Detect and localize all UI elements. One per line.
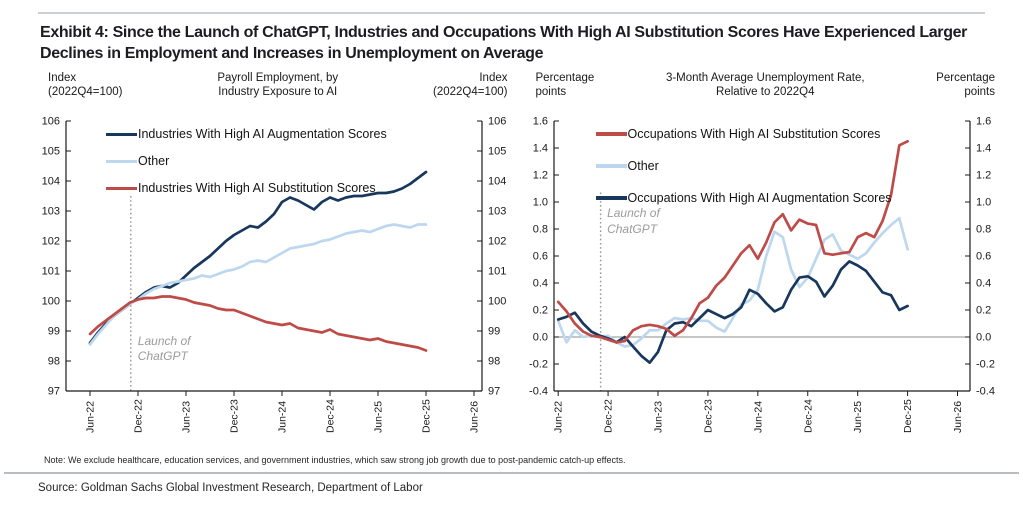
right-chart-title: 3-Month Average Unemployment Rate, Relat… (665, 71, 865, 99)
svg-text:97: 97 (48, 385, 60, 397)
svg-text:104: 104 (488, 175, 506, 187)
svg-text:97: 97 (488, 385, 500, 397)
svg-text:1.4: 1.4 (532, 142, 547, 154)
right-panel-header: Percentage points 3-Month Average Unempl… (518, 69, 1006, 111)
svg-text:Jun-22: Jun-22 (85, 401, 97, 433)
right-chart-right-axis-unit-label: Percentage points (936, 71, 995, 99)
svg-text:102: 102 (42, 235, 60, 247)
svg-text:Jun-26: Jun-26 (952, 401, 964, 433)
svg-text:1.2: 1.2 (532, 169, 547, 181)
svg-text:0.2: 0.2 (976, 304, 991, 316)
left-chart-right-axis-unit-label: Index (2022Q4=100) (433, 71, 508, 99)
footnote: Note: We exclude healthcare, education s… (44, 454, 626, 465)
svg-text:106: 106 (42, 115, 60, 127)
svg-text:Dec-25: Dec-25 (902, 399, 914, 433)
svg-text:Jun-23: Jun-23 (181, 401, 193, 433)
svg-text:103: 103 (42, 205, 60, 217)
exhibit-title: Exhibit 4: Since the Launch of ChatGPT, … (40, 24, 968, 63)
unemployment-rate-chart: -0.4 -0.4 -0.2 -0.2 0.0 0.0 0.2 0.2 0.4 0.4 0.6 0.6… (529, 115, 995, 433)
svg-text:-0.4: -0.4 (529, 385, 548, 397)
svg-text:100: 100 (488, 295, 506, 307)
svg-text:0.4: 0.4 (976, 277, 991, 289)
unemployment-rate-plot: -0.4 -0.4 -0.2 -0.2 0.0 0.0 0.2 0.2 0.4 0.4 0.6 0.6… (526, 111, 998, 451)
svg-text:0.2: 0.2 (532, 304, 547, 316)
svg-text:98: 98 (48, 355, 60, 367)
svg-text:106: 106 (488, 115, 506, 127)
svg-text:1.2: 1.2 (976, 169, 991, 181)
svg-text:Jun-25: Jun-25 (852, 401, 864, 433)
svg-text:Dec-24: Dec-24 (802, 399, 814, 433)
svg-text:0.0: 0.0 (976, 331, 991, 343)
left-panel-header: Index (2022Q4=100) Payroll Employment, b… (30, 69, 518, 111)
payroll-employment-chart: 97 97 98 98 99 99 100 100 101 101 102 102 103 103 104 1… (42, 115, 507, 433)
left-chart-title: Payroll Employment, by Industry Exposure… (217, 71, 339, 99)
svg-text:105: 105 (42, 145, 60, 157)
svg-text:Dec-22: Dec-22 (133, 399, 145, 433)
svg-text:105: 105 (488, 145, 506, 157)
svg-text:Dec-24: Dec-24 (325, 399, 337, 433)
svg-text:Dec-25: Dec-25 (421, 399, 433, 433)
svg-text:98: 98 (488, 355, 500, 367)
svg-text:Jun-26: Jun-26 (469, 401, 481, 433)
svg-text:99: 99 (488, 325, 500, 337)
unemployment-rate-panel: Percentage points 3-Month Average Unempl… (518, 69, 1006, 451)
svg-text:102: 102 (488, 235, 506, 247)
svg-text:Jun-25: Jun-25 (373, 401, 385, 433)
svg-text:0.6: 0.6 (532, 250, 547, 262)
svg-text:101: 101 (488, 265, 506, 277)
svg-text:104: 104 (42, 175, 60, 187)
svg-text:99: 99 (48, 325, 60, 337)
svg-text:1.4: 1.4 (976, 142, 991, 154)
payroll-employment-panel: Index (2022Q4=100) Payroll Employment, b… (30, 69, 518, 451)
charts-row: Index (2022Q4=100) Payroll Employment, b… (30, 69, 1005, 451)
svg-text:Jun-24: Jun-24 (752, 401, 764, 433)
svg-text:Dec-23: Dec-23 (702, 399, 714, 433)
right-chart-left-axis-unit-label: Percentage points (535, 71, 595, 99)
top-divider (38, 12, 985, 14)
svg-text:0.8: 0.8 (532, 223, 547, 235)
svg-text:-0.4: -0.4 (976, 385, 995, 397)
payroll-employment-plot: 97 97 98 98 99 99 100 100 101 101 102 102 103 103 104 1… (38, 111, 510, 451)
left-axis-unit-label: Index (2022Q4=100) (48, 71, 123, 99)
svg-text:Jun-24: Jun-24 (277, 401, 289, 433)
svg-text:-0.2: -0.2 (976, 358, 995, 370)
bottom-divider (4, 471, 1019, 475)
svg-text:0.6: 0.6 (976, 250, 991, 262)
svg-text:1.0: 1.0 (976, 196, 991, 208)
svg-text:-0.2: -0.2 (529, 358, 548, 370)
svg-text:Dec-22: Dec-22 (602, 399, 614, 433)
source-line: Source: Goldman Sachs Global Investment … (38, 482, 423, 495)
svg-text:100: 100 (42, 295, 60, 307)
svg-text:1.0: 1.0 (532, 196, 547, 208)
svg-text:1.6: 1.6 (976, 115, 991, 127)
svg-text:0.4: 0.4 (532, 277, 547, 289)
svg-text:101: 101 (42, 265, 60, 277)
svg-text:103: 103 (488, 205, 506, 217)
svg-text:Jun-23: Jun-23 (652, 401, 664, 433)
svg-text:1.6: 1.6 (532, 115, 547, 127)
svg-text:0.0: 0.0 (532, 331, 547, 343)
svg-text:Jun-22: Jun-22 (552, 401, 564, 433)
svg-text:0.8: 0.8 (976, 223, 991, 235)
svg-text:Dec-23: Dec-23 (229, 399, 241, 433)
